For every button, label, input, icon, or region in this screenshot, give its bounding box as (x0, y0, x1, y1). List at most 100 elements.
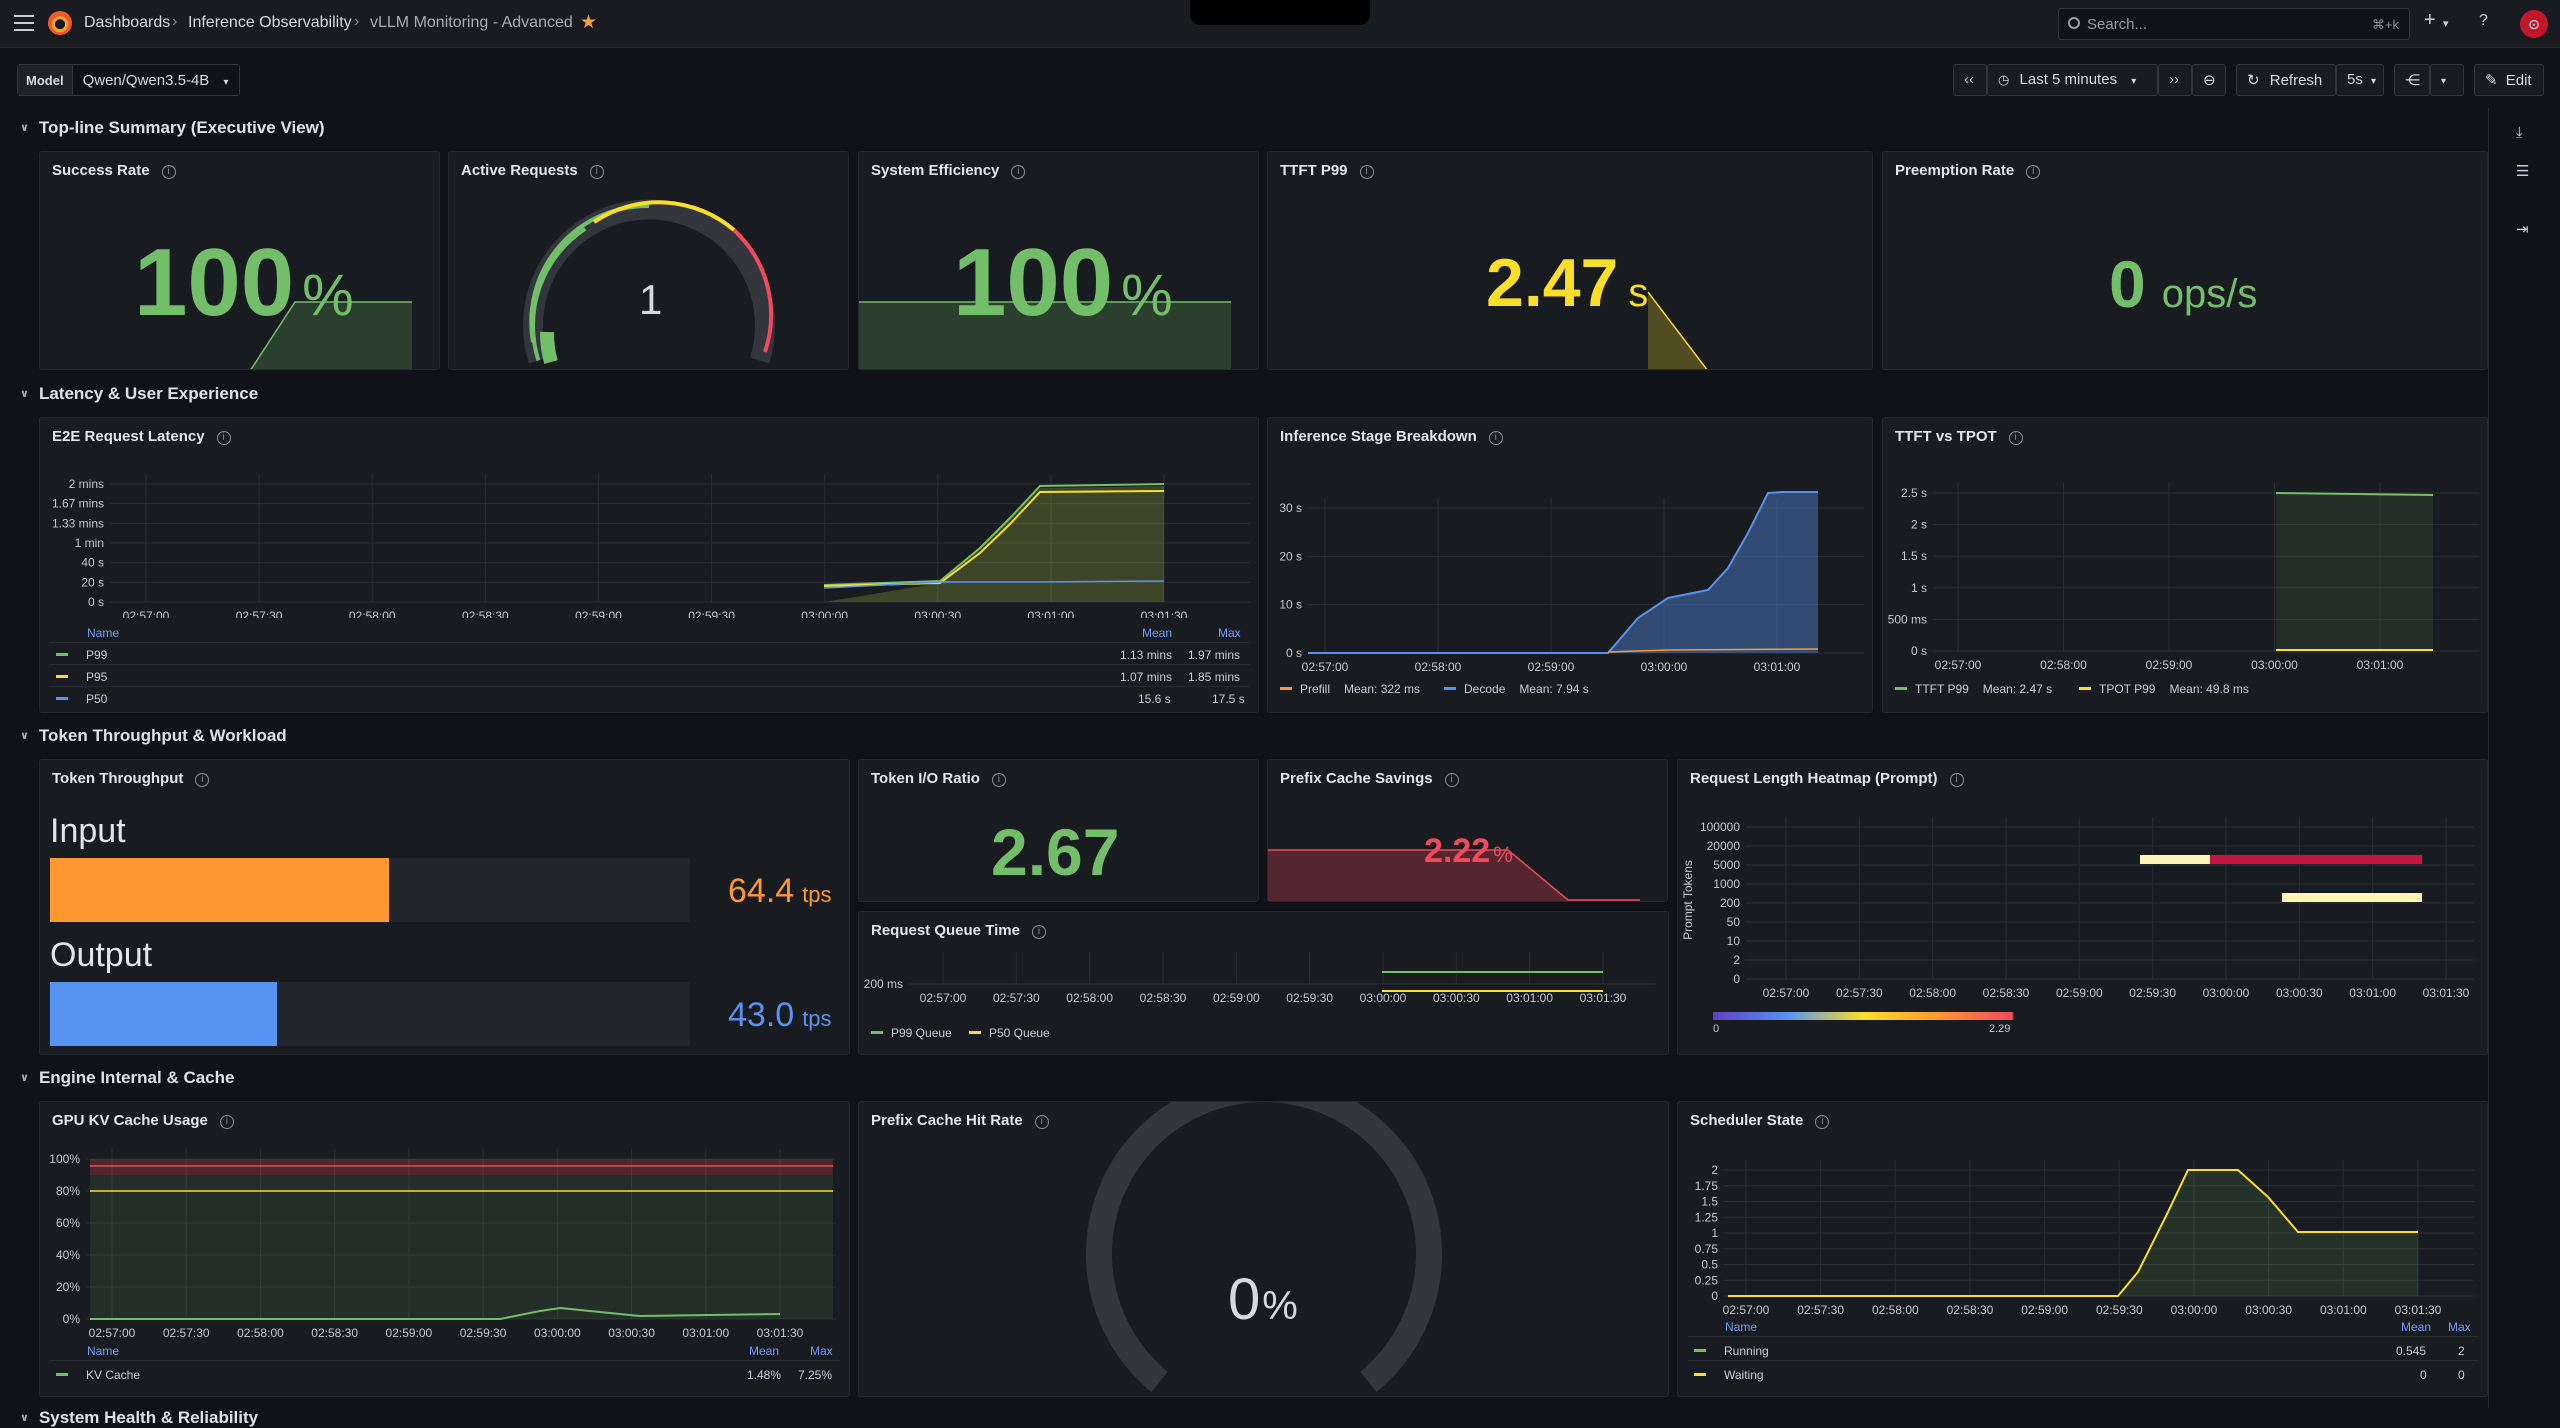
info-icon[interactable]: i (1444, 773, 1459, 787)
info-icon[interactable]: i (1488, 431, 1503, 445)
y-tick-label: 100000 (1700, 820, 1740, 834)
add-icon[interactable]: + (2424, 9, 2436, 31)
input-bar-track (50, 858, 690, 922)
legend-row-p50[interactable]: P50 (56, 692, 107, 706)
outline-icon[interactable]: ☰ (2516, 163, 2530, 180)
model-variable[interactable]: Model Qwen/Qwen3.5-4B ▾ (17, 64, 240, 96)
prefix-cache-hit-rate-panel[interactable]: Prefix Cache Hit Rate i 0% (858, 1101, 1669, 1397)
queue-time-panel[interactable]: Request Queue Time i 200 ms 02:57:00 02:57:… (858, 911, 1669, 1055)
menu-icon[interactable] (14, 15, 34, 31)
chevron-down-icon: ▾ (2371, 76, 2377, 87)
section-title: Engine Internal & Cache (38, 1068, 235, 1087)
grafana-logo-icon[interactable] (48, 11, 72, 35)
avatar[interactable]: ⊙ (2520, 10, 2548, 38)
active-requests-panel[interactable]: Active Requests i 1 (448, 151, 849, 370)
info-icon[interactable]: i (589, 165, 604, 179)
section-top-line[interactable]: ∨ Top-line Summary (Executive View) (20, 118, 325, 138)
share-menu-button[interactable]: ▾ (2430, 64, 2464, 96)
prefix-cache-savings-panel[interactable]: Prefix Cache Savings i 2.22% (1267, 759, 1668, 902)
refresh-interval-select[interactable]: 5s ▾ (2336, 64, 2384, 96)
edit-button[interactable]: ✎ Edit (2474, 64, 2544, 96)
chevron-down-icon[interactable]: ▾ (2443, 18, 2449, 30)
legend-row-kv-cache[interactable]: KV Cache (56, 1368, 140, 1382)
model-variable-select[interactable]: Qwen/Qwen3.5-4B ▾ (72, 65, 239, 95)
hit-rate-value: 0% (1228, 1267, 1298, 1332)
info-icon[interactable]: i (219, 1115, 234, 1129)
legend-decode[interactable]: Decode Mean: 7.94 s (1444, 682, 1589, 696)
x-tick-label: 03:01:00 (2320, 1303, 2367, 1317)
x-tick-label: 03:00:30 (2245, 1303, 2292, 1317)
zoom-out-button[interactable]: ⊖ (2192, 64, 2226, 96)
legend-row-waiting[interactable]: Waiting (1694, 1368, 1764, 1382)
legend-p50-queue[interactable]: P50 Queue (969, 1026, 1050, 1040)
system-efficiency-panel[interactable]: System Efficiency i 100% (858, 151, 1259, 370)
info-icon[interactable]: i (991, 773, 1006, 787)
panel-title: Token Throughput (52, 770, 184, 787)
x-tick-label: 03:01:00 (682, 1326, 729, 1340)
time-forward-button[interactable]: ›› (2158, 64, 2192, 96)
legend-prefill[interactable]: Prefill Mean: 322 ms (1280, 682, 1420, 696)
gauge (523, 199, 775, 364)
info-icon[interactable]: i (2026, 165, 2041, 179)
x-tick-label: 02:58:30 (311, 1326, 358, 1340)
token-throughput-panel[interactable]: Token Throughput i Input 64.4 tps Output 4… (39, 759, 850, 1055)
legend-row-running[interactable]: Running (1694, 1344, 1769, 1358)
legend-header-name: Name (1725, 1320, 1758, 1334)
section-latency[interactable]: ∨ Latency & User Experience (20, 384, 258, 404)
model-variable-label: Model (18, 65, 73, 95)
x-tick-label: 02:57:30 (993, 991, 1040, 1005)
breadcrumb-folder[interactable]: Inference Observability (188, 14, 352, 31)
token-io-ratio-panel[interactable]: Token I/O Ratio i 2.67 (858, 759, 1259, 902)
share-button[interactable]: ⋲ (2394, 64, 2430, 96)
refresh-button[interactable]: ↻ Refresh (2236, 64, 2336, 96)
right-rail (2488, 108, 2536, 1408)
search-input[interactable]: Search... ⌘+k (2058, 8, 2410, 40)
legend-tpot[interactable]: TPOT P99 Mean: 49.8 ms (2079, 682, 2249, 696)
preemption-rate-panel[interactable]: Preemption Rate i 0 ops/s (1882, 151, 2488, 370)
x-tick-label: 03:01:30 (2395, 1303, 2442, 1317)
heatmap-cell (2140, 855, 2210, 864)
kv-cache-panel[interactable]: GPU KV Cache Usage i 100% 80% 60% 40% 20% 0% 02… (39, 1101, 850, 1397)
legend-p99-queue[interactable]: P99 Queue (871, 1026, 952, 1040)
x-tick-label: 02:59:00 (2021, 1303, 2068, 1317)
section-throughput[interactable]: ∨ Token Throughput & Workload (20, 726, 287, 746)
info-icon[interactable]: i (195, 773, 210, 787)
success-rate-panel[interactable]: Success Rate i 100% (39, 151, 440, 370)
info-icon[interactable]: i (161, 165, 176, 179)
panel-title: E2E Request Latency (52, 428, 205, 445)
heatmap-panel[interactable]: Request Length Heatmap (Prompt) i 100000 2… (1677, 759, 2488, 1055)
star-icon[interactable]: ★ (580, 12, 598, 33)
info-icon[interactable]: i (1031, 925, 1046, 939)
info-icon[interactable]: i (216, 431, 231, 445)
y-tick-label: 10 (1727, 934, 1741, 948)
section-health[interactable]: ∨ System Health & Reliability (20, 1408, 258, 1428)
help-icon[interactable]: ? (2479, 12, 2488, 29)
y-tick-label: 60% (56, 1216, 80, 1230)
ttft-p99-series-line (2275, 492, 2434, 496)
info-icon[interactable]: i (1949, 773, 1964, 787)
time-back-button[interactable]: ‹‹ (1953, 64, 1987, 96)
legend-row-p95[interactable]: P95 (56, 670, 107, 684)
section-engine[interactable]: ∨ Engine Internal & Cache (20, 1068, 234, 1088)
p99-series-line (823, 483, 1165, 586)
e2e-latency-panel[interactable]: E2E Request Latency i 2 mins 1.67 mins 1.33… (39, 417, 1259, 713)
info-icon[interactable]: i (2008, 431, 2023, 445)
info-icon[interactable]: i (1359, 165, 1374, 179)
download-icon[interactable]: ⤓ (2516, 124, 2523, 141)
info-icon[interactable]: i (1011, 165, 1026, 179)
x-tick-label: 02:58:00 (237, 1326, 284, 1340)
x-tick-label: 03:01:30 (1141, 609, 1188, 618)
info-icon[interactable]: i (1034, 1115, 1049, 1129)
breadcrumb-dashboards[interactable]: Dashboards (84, 14, 171, 31)
info-icon[interactable]: i (1815, 1115, 1830, 1129)
legend-row-p99[interactable]: P99 (56, 648, 107, 662)
legend-ttft[interactable]: TTFT P99 Mean: 2.47 s (1895, 682, 2052, 696)
time-range-picker[interactable]: ◷ Last 5 minutes ▾ (1987, 64, 2158, 96)
scheduler-panel[interactable]: Scheduler State i 2 1.75 1.5 1.25 1 0.75 0.5 0.2… (1677, 1101, 2488, 1397)
legend-header-name: Name (87, 1344, 120, 1358)
ttft-p99-panel[interactable]: TTFT P99 i 2.47 s (1267, 151, 1873, 370)
ttft-vs-tpot-panel[interactable]: TTFT vs TPOT i 2.5 s 2 s 1.5 s 1 s 500 ms 0 s 0… (1882, 417, 2488, 713)
stage-breakdown-panel[interactable]: Inference Stage Breakdown i 30 s 20 s 10 s 0… (1267, 417, 1873, 713)
y-tick-label: 200 (1720, 896, 1740, 910)
collapse-icon[interactable]: ⇥ (2516, 221, 2529, 238)
